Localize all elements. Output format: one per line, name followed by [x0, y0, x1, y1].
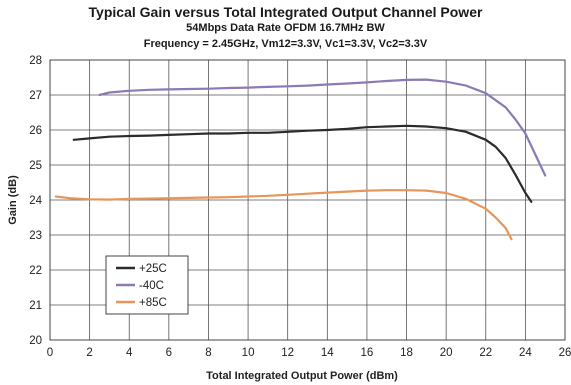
legend-label-plus25c: +25C [139, 263, 167, 275]
y-tick-label: 24 [29, 195, 42, 207]
series-line-plus25c [72, 124, 533, 203]
y-tick-labels: 20 21 22 23 24 25 26 27 28 [29, 55, 42, 347]
legend-label-minus40c: -40C [139, 280, 164, 292]
x-tick-label: 14 [321, 347, 334, 359]
chart-title: Typical Gain versus Total Integrated Out… [88, 4, 483, 20]
x-axis-label: Total Integrated Output Power (dBm) [206, 370, 398, 382]
y-tick-label: 22 [29, 265, 42, 277]
y-tick-label: 26 [29, 125, 42, 137]
legend: +25C -40C +85C [105, 255, 189, 315]
series-group [54, 78, 547, 241]
chart-subtitle-data-rate: 54Mbps Data Rate OFDM 16.7MHz BW [186, 22, 385, 34]
chart-subtitle-conditions: Frequency = 2.45GHz, Vm12=3.3V, Vc1=3.3V… [143, 38, 428, 50]
x-tick-label: 4 [126, 347, 133, 359]
y-tick-label: 28 [29, 55, 42, 67]
x-tick-label: 22 [479, 347, 492, 359]
y-tick-label: 27 [29, 90, 42, 102]
x-tick-label: 2 [86, 347, 92, 359]
x-tick-label: 8 [205, 347, 211, 359]
plot-frame [49, 59, 566, 341]
series-line-plus85c [54, 189, 513, 241]
y-axis-label: Gain (dB) [7, 175, 19, 225]
x-tick-label: 20 [440, 347, 453, 359]
legend-label-plus85c: +85C [139, 297, 167, 309]
x-tick-label: 24 [519, 347, 532, 359]
x-tick-label: 12 [281, 347, 294, 359]
x-tick-label: 18 [400, 347, 413, 359]
x-tick-label: 0 [47, 347, 53, 359]
y-tick-label: 21 [29, 300, 42, 312]
x-tick-labels: 0 2 4 6 8 10 12 14 16 18 20 22 24 26 [47, 347, 571, 359]
y-tick-label: 20 [29, 335, 42, 347]
y-tick-label: 25 [29, 160, 42, 172]
x-tick-label: 6 [166, 347, 172, 359]
x-tick-label: 16 [361, 347, 374, 359]
x-tick-label: 26 [559, 347, 571, 359]
x-tick-label: 10 [242, 347, 255, 359]
series-line-minus40c [98, 78, 547, 177]
y-tick-label: 23 [29, 230, 42, 242]
